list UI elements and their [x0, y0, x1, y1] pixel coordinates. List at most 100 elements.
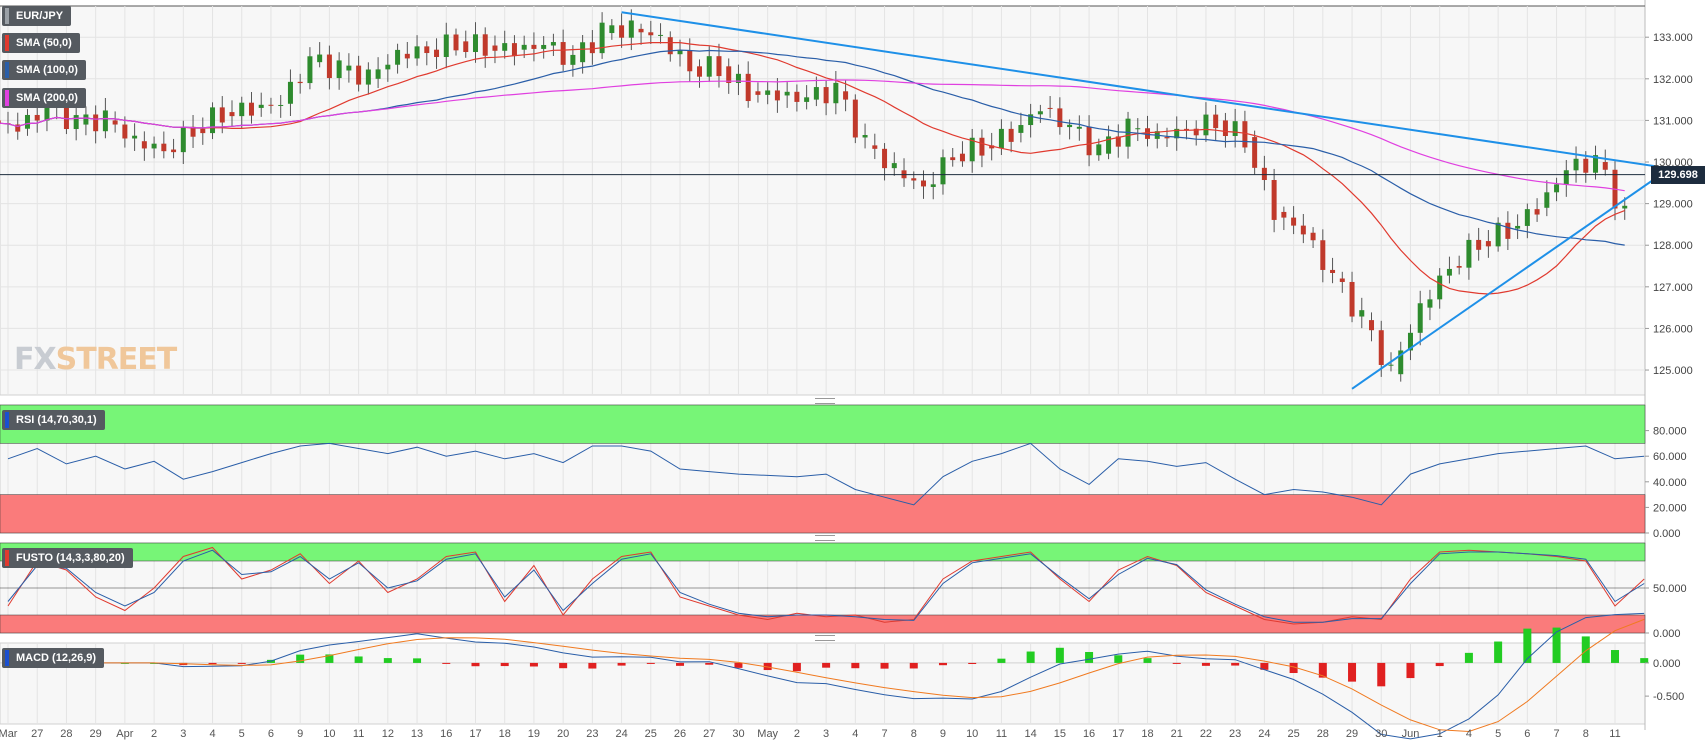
x-tick-label: 24 [1258, 728, 1270, 740]
macd-histogram-bar [997, 658, 1006, 663]
candle-body [200, 128, 206, 134]
x-tick-label: 4 [852, 728, 858, 740]
macd-histogram-bar [734, 662, 743, 668]
y-tick-label: 60.000 [1653, 451, 1687, 463]
candle-body [989, 145, 995, 149]
macd-histogram-bar [120, 662, 129, 664]
x-tick-label: 23 [586, 728, 598, 740]
candle-body [1028, 114, 1034, 126]
candle-body [248, 102, 254, 116]
candle-body [482, 34, 488, 56]
candle-body [1622, 205, 1628, 209]
candle-body [395, 49, 401, 65]
x-tick-label: 5 [239, 728, 245, 740]
candle-body [443, 34, 449, 58]
macd-label[interactable]: MACD (12,26,9) [2, 648, 105, 668]
candle-body [24, 114, 30, 129]
symbol-label[interactable]: EUR/JPY [2, 6, 72, 26]
candle-body [1222, 120, 1228, 137]
candle-body [1203, 114, 1209, 136]
macd-histogram-bar [1377, 662, 1386, 687]
stochastic-line [7, 549, 1645, 623]
candle-body [755, 91, 761, 95]
y-tick-label: 40.000 [1653, 477, 1687, 489]
candle-body [1485, 241, 1491, 247]
sma200-label[interactable]: SMA (200,0) [2, 88, 86, 108]
candle-body [599, 22, 605, 54]
candle-body [1446, 268, 1452, 276]
candle-body [589, 42, 595, 54]
candle-body [122, 124, 128, 139]
candle-body [219, 107, 225, 123]
macd-histogram-bar [676, 662, 685, 666]
candle-body [63, 103, 69, 130]
candle-body [911, 178, 917, 181]
candle-body [1057, 108, 1063, 128]
candle-body [706, 56, 712, 77]
x-tick-label: 27 [703, 728, 715, 740]
candle-body [1515, 225, 1521, 229]
candle-body [1437, 275, 1443, 300]
x-tick-label: 19 [528, 728, 540, 740]
macd-histogram-bar [1085, 651, 1094, 663]
macd-histogram-bar [1348, 662, 1357, 682]
candle-body [346, 65, 352, 71]
macd-histogram-bar [208, 662, 217, 665]
pane-resize-handle[interactable] [815, 398, 835, 404]
candle-body [229, 112, 235, 117]
candle-body [765, 90, 771, 95]
candle-body [1505, 222, 1511, 239]
y-tick-label: 126.000 [1653, 323, 1693, 335]
macd-histogram-bar [1406, 662, 1415, 679]
macd-histogram-bar [617, 662, 626, 666]
candle-body [580, 42, 586, 63]
rsi-label[interactable]: RSI (14,70,30,1) [2, 410, 105, 430]
candle-body [1193, 128, 1199, 136]
y-tick-label: 128.000 [1653, 240, 1693, 252]
pane-resize-handle[interactable] [815, 535, 835, 541]
macd-histogram-bar [1523, 628, 1532, 663]
candle-body [716, 56, 722, 77]
candle-body [1086, 126, 1092, 156]
x-tick-label: 7 [1554, 728, 1560, 740]
x-tick-label: 25 [645, 728, 657, 740]
candle-body [268, 104, 274, 106]
macd-histogram-bar [559, 662, 568, 669]
x-tick-label: 5 [1495, 728, 1501, 740]
overbought-zone [0, 542, 1646, 562]
candle-body [1573, 158, 1579, 171]
candle-body [1300, 225, 1306, 235]
candle-body [132, 135, 138, 139]
candle-body [190, 126, 196, 137]
fusto-label[interactable]: FUSTO (14,3,3,80,20) [2, 548, 133, 568]
candle-body [326, 54, 332, 79]
x-tick-label: 3 [823, 728, 829, 740]
candle-body [336, 60, 342, 79]
candle-body [83, 114, 89, 125]
x-tick-label: 7 [881, 728, 887, 740]
oversold-zone [0, 494, 1646, 534]
macd-histogram-bar [296, 654, 305, 663]
x-tick-label: 4 [1466, 728, 1472, 740]
candle-body [1534, 209, 1540, 215]
candle-body [141, 141, 147, 149]
candle-body [424, 46, 430, 54]
x-tick-label: 22 [1200, 728, 1212, 740]
pane-background [0, 5, 1646, 396]
macd-histogram-bar [792, 662, 801, 672]
sma50-label[interactable]: SMA (50,0) [2, 33, 80, 53]
macd-histogram-bar [1494, 641, 1503, 663]
y-tick-label: 0.000 [1653, 658, 1681, 670]
candle-body [843, 91, 849, 100]
candle-body [1135, 128, 1141, 130]
candle-body [1310, 232, 1316, 241]
candle-body [1106, 136, 1112, 154]
macd-histogram-bar [1114, 655, 1123, 663]
sma50-line [0, 42, 1625, 295]
sma100-label[interactable]: SMA (100,0) [2, 60, 86, 80]
candle-body [969, 137, 975, 162]
x-tick-label: May [757, 728, 778, 740]
candle-body [784, 91, 790, 96]
candle-body [921, 180, 927, 187]
pane-resize-handle[interactable] [815, 635, 835, 641]
